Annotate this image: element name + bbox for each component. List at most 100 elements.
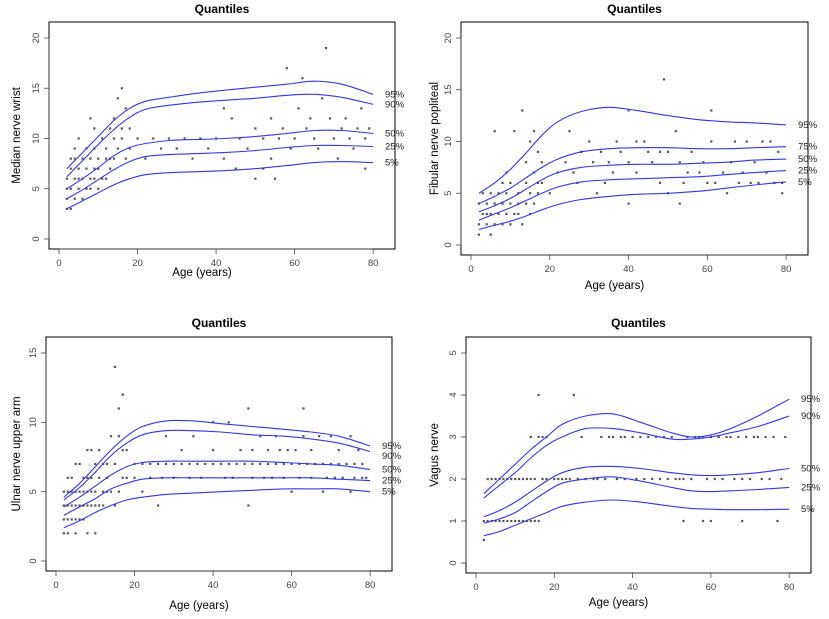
data-point xyxy=(353,476,356,479)
data-point xyxy=(501,202,504,205)
quantile-label: 25% xyxy=(801,482,821,493)
y-tick-label: 0 xyxy=(443,242,454,247)
data-point xyxy=(69,167,72,170)
quantile-label: 25% xyxy=(385,142,405,153)
data-point xyxy=(769,140,772,143)
data-point xyxy=(70,504,73,507)
data-point xyxy=(532,202,536,205)
data-point xyxy=(494,477,497,481)
data-point xyxy=(521,477,525,481)
data-point xyxy=(180,462,183,466)
data-point xyxy=(121,393,124,396)
data-point xyxy=(297,107,300,110)
quantile-curve-95pct xyxy=(483,398,790,495)
data-point xyxy=(116,147,120,150)
data-point xyxy=(219,462,223,466)
data-point xyxy=(356,127,359,130)
data-point xyxy=(604,477,607,481)
data-point xyxy=(105,147,108,150)
data-point xyxy=(302,435,305,438)
data-point xyxy=(317,435,321,438)
data-point xyxy=(360,107,363,110)
data-point xyxy=(361,462,364,466)
data-point xyxy=(332,137,335,140)
x-tick-label: 20 xyxy=(129,580,140,591)
data-point xyxy=(768,477,771,481)
data-point xyxy=(725,192,729,195)
data-point xyxy=(325,476,329,479)
data-point xyxy=(698,171,701,174)
y-tick-label: 5 xyxy=(31,186,42,191)
data-point xyxy=(615,140,618,143)
data-point xyxy=(348,137,351,140)
data-point xyxy=(497,212,500,216)
data-point xyxy=(141,490,144,493)
data-point xyxy=(702,161,705,164)
data-point xyxy=(607,435,611,439)
y-axis-label: Ulnar nerve upper arm xyxy=(11,396,23,511)
quantile-curve-25pct xyxy=(483,476,790,524)
data-point xyxy=(352,147,355,150)
data-point xyxy=(102,490,105,493)
y-tick-label: 0 xyxy=(448,560,459,565)
chart-panel-4: Quantiles 0 20 40 60 80 0 1 2 3 4 5 Age (years) Vagus… xyxy=(429,316,821,609)
data-point xyxy=(281,127,284,130)
data-point xyxy=(69,207,72,210)
data-point xyxy=(485,212,488,216)
data-point xyxy=(486,477,489,481)
data-point xyxy=(737,435,740,439)
data-point xyxy=(125,448,128,452)
data-point xyxy=(90,476,93,479)
data-point xyxy=(66,504,69,507)
data-point xyxy=(121,476,124,479)
x-tick-label: 80 xyxy=(781,264,792,275)
data-point xyxy=(682,181,685,184)
data-point xyxy=(329,462,332,466)
data-point xyxy=(611,435,615,439)
data-point xyxy=(243,462,246,466)
data-point xyxy=(528,140,532,143)
data-point xyxy=(77,137,80,140)
data-point xyxy=(658,150,662,153)
data-point xyxy=(74,462,77,466)
data-point xyxy=(576,477,579,481)
data-point xyxy=(222,107,226,110)
data-point xyxy=(117,435,120,438)
data-point xyxy=(65,187,68,190)
data-point xyxy=(73,197,76,200)
quantile-label: 50% xyxy=(382,464,402,475)
plot-frame xyxy=(45,336,393,572)
data-point xyxy=(529,435,532,439)
y-tick-label: 10 xyxy=(443,136,454,147)
data-point xyxy=(733,140,737,143)
quantile-curve-25pct xyxy=(478,169,787,221)
data-point xyxy=(69,187,72,190)
quantile-label: 5% xyxy=(798,177,812,188)
data-point xyxy=(82,504,85,507)
data-point xyxy=(611,171,614,174)
data-point xyxy=(753,161,756,164)
data-point xyxy=(489,212,492,216)
data-point xyxy=(78,504,81,507)
data-point xyxy=(188,462,191,466)
data-point xyxy=(498,519,501,523)
data-point xyxy=(98,476,101,479)
data-point xyxy=(74,518,77,521)
data-point xyxy=(643,140,646,143)
data-point xyxy=(120,87,123,90)
data-point xyxy=(269,157,273,160)
data-point xyxy=(73,157,76,160)
data-point xyxy=(207,147,210,150)
data-point xyxy=(172,462,175,466)
data-point xyxy=(66,532,69,535)
quantile-curve-5pct xyxy=(483,499,790,537)
quantile-label: 25% xyxy=(382,476,402,487)
data-point xyxy=(302,407,305,410)
data-point xyxy=(635,140,638,143)
data-point xyxy=(320,97,324,100)
y-axis-label: Vagus nerve xyxy=(429,423,441,487)
chart-panel-2: Quantiles 0 20 40 60 80 0 5 10 15 20 Age (years) Fib… xyxy=(429,2,818,292)
data-point xyxy=(477,233,480,236)
data-point xyxy=(97,157,100,160)
